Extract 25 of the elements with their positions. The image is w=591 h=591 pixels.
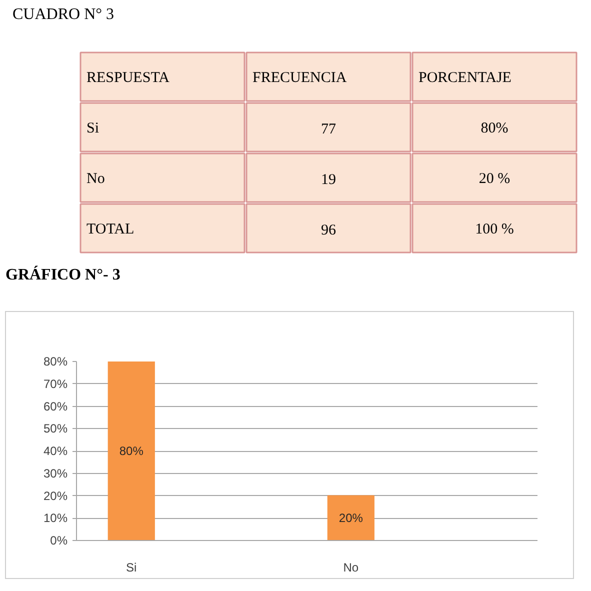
data-label: 80% <box>119 444 144 458</box>
text: 20 % <box>478 170 510 187</box>
text: 19 <box>321 172 336 188</box>
text: 80% <box>480 120 508 136</box>
text: No <box>86 170 105 187</box>
y-tick-label: 20% <box>43 488 68 503</box>
y-tick-label: 0% <box>50 534 68 548</box>
y-tick-label: 70% <box>43 376 68 391</box>
chart-title: GRÁFICO N°- 3 <box>6 266 120 284</box>
y-tick-label: 60% <box>43 399 68 414</box>
category-label: PORCENTAJE <box>418 70 512 86</box>
text: 77 <box>321 121 336 138</box>
y-tick-label: 10% <box>43 511 68 526</box>
y-tick-label: 50% <box>43 422 68 436</box>
category-label: RESPUESTA <box>86 70 170 86</box>
text: Si <box>86 120 100 136</box>
data-label: 20% <box>338 511 364 526</box>
text: TOTAL <box>86 221 134 238</box>
y-tick-label: 40% <box>43 444 68 458</box>
y-tick-label: 80% <box>43 354 68 368</box>
text: 96 <box>321 222 336 238</box>
y-tick-label: 30% <box>43 466 68 480</box>
category-label: FRECUENCIA <box>252 70 347 86</box>
text: 100 % <box>475 221 514 238</box>
text: CUADRO N° 3 <box>12 6 114 23</box>
